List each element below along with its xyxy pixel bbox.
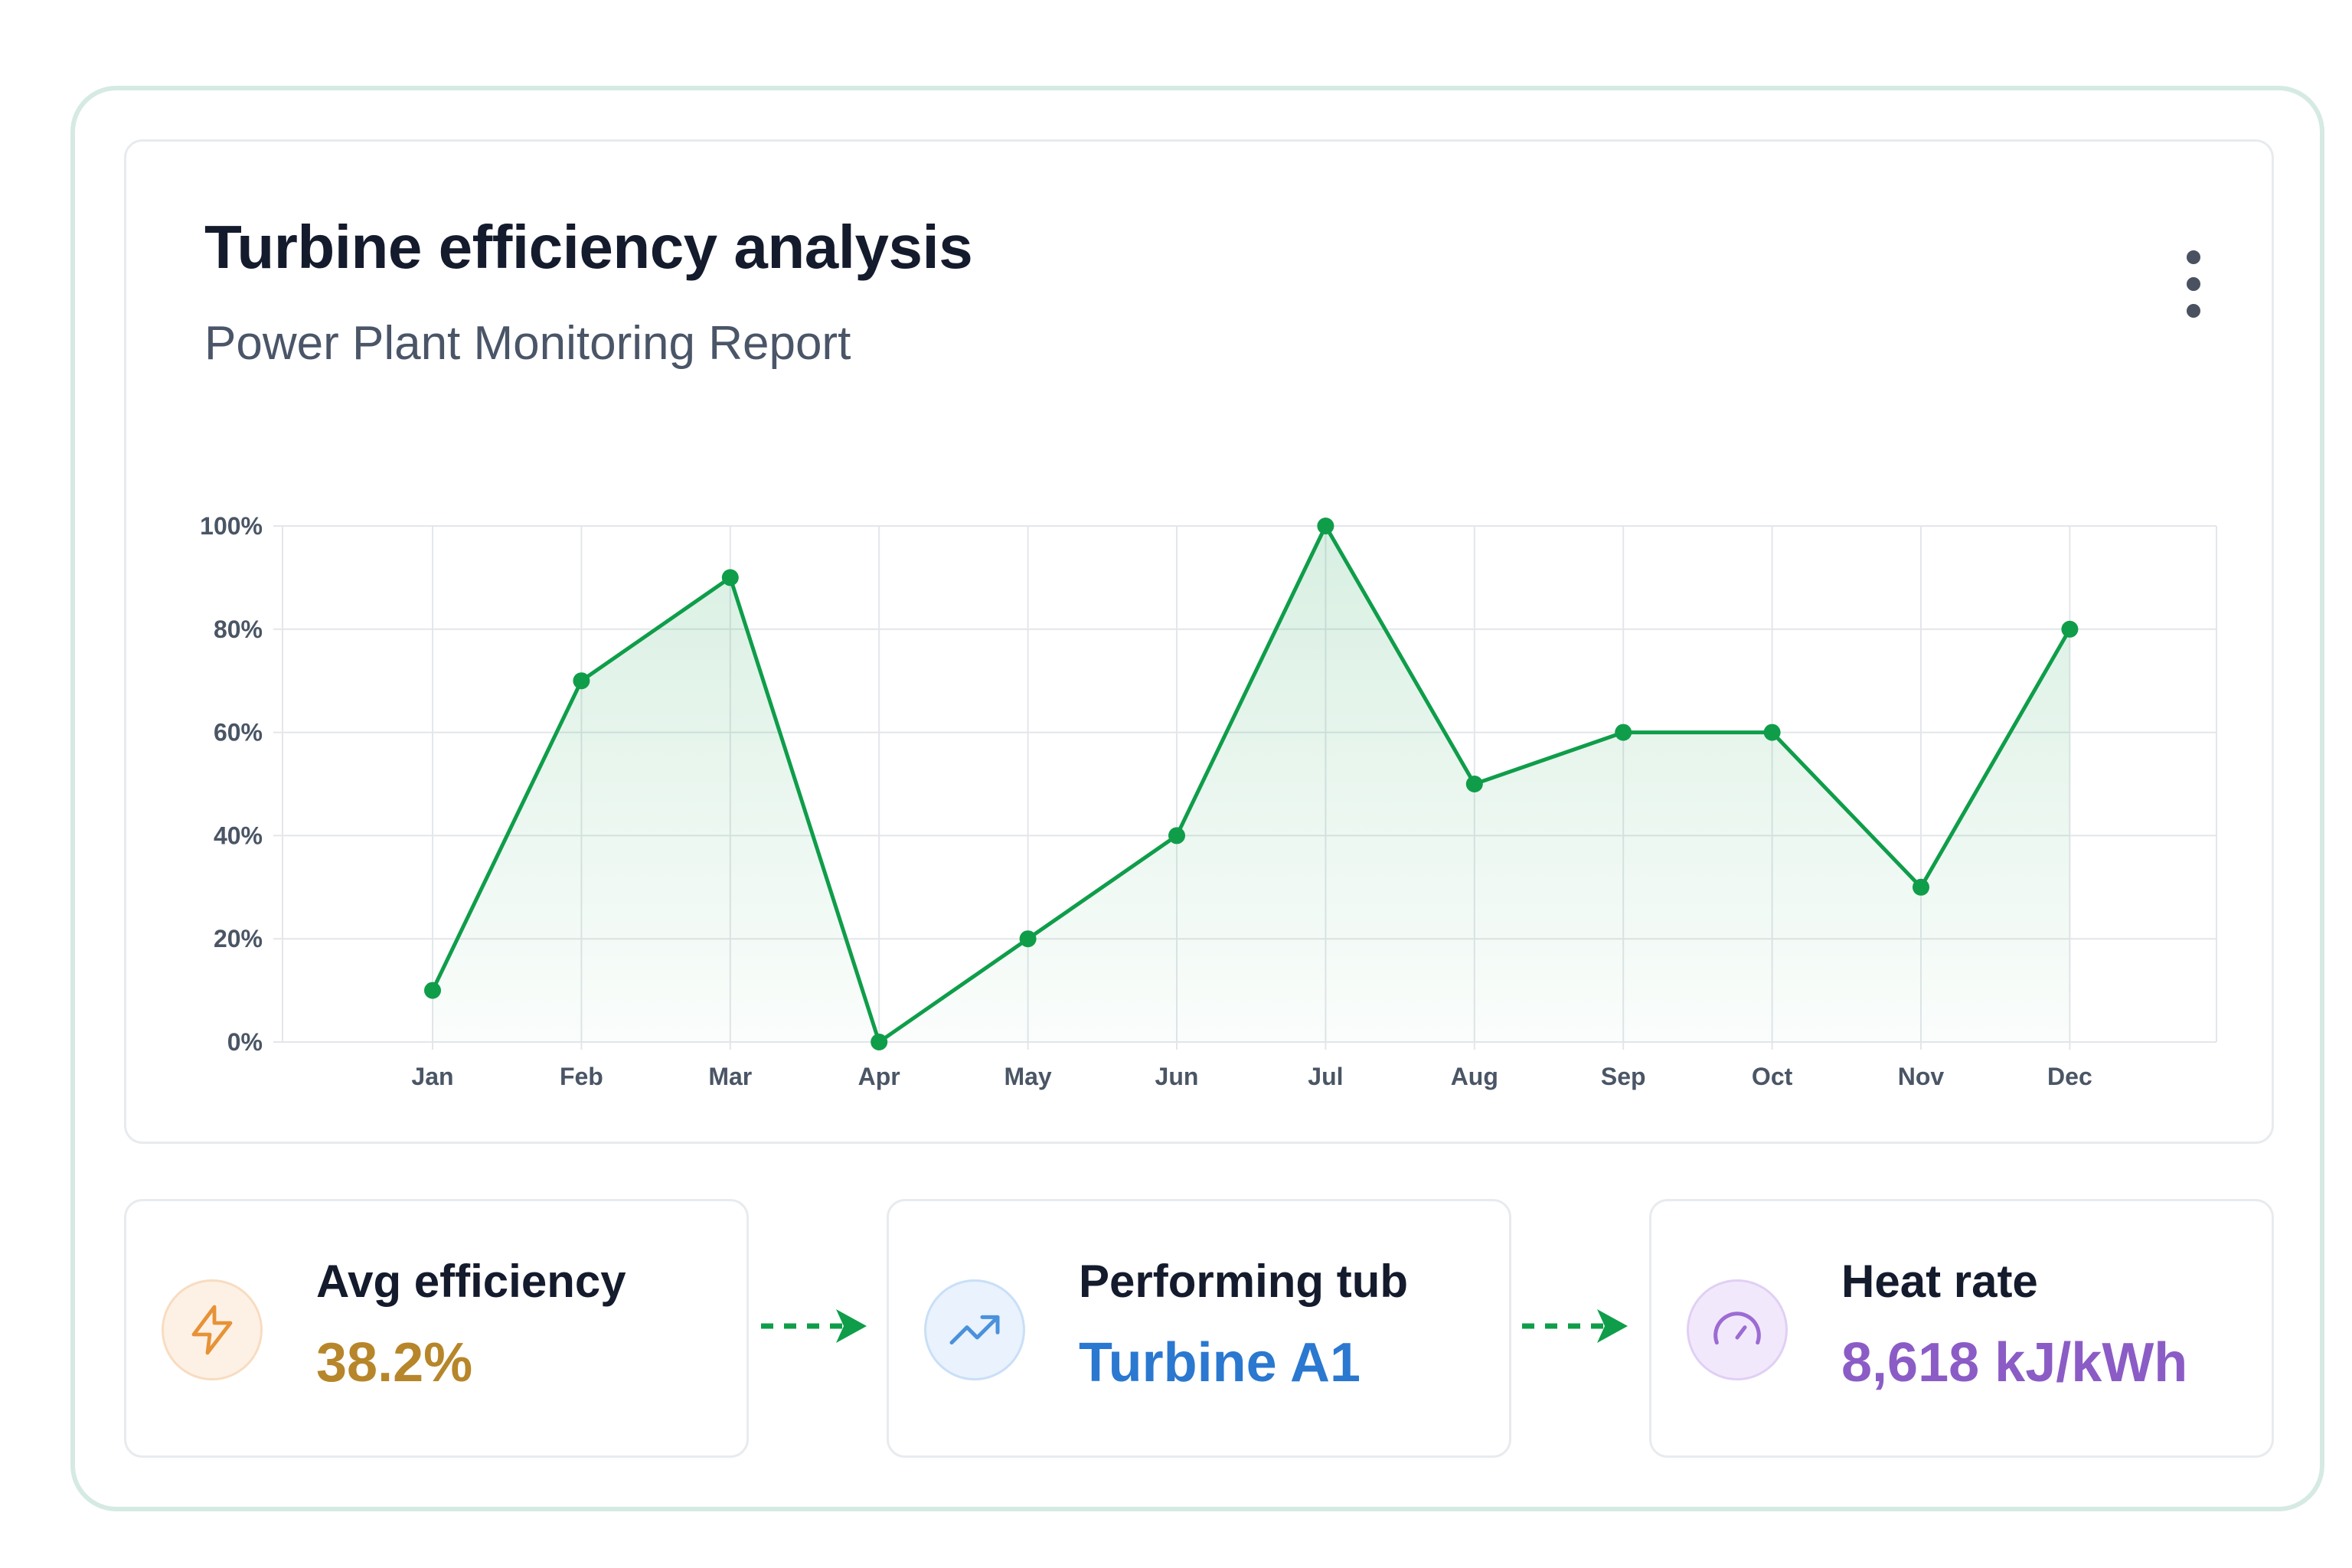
y-tick-label: 0% xyxy=(227,1028,263,1056)
data-point xyxy=(573,672,590,690)
x-tick-label: Mar xyxy=(708,1063,752,1090)
stat-label: Heat rate xyxy=(1841,1256,2038,1307)
data-point xyxy=(1317,518,1334,534)
stat-card-avg-efficiency[interactable]: Avg efficiency 38.2% xyxy=(124,1199,749,1458)
chart-title: Turbine efficiency analysis xyxy=(204,213,973,281)
y-tick-label: 100% xyxy=(200,512,263,540)
chart-card: Turbine efficiency analysis Power Plant … xyxy=(124,139,2274,1144)
trending-up-icon xyxy=(924,1279,1025,1380)
x-tick-label: Nov xyxy=(1898,1063,1945,1090)
y-tick-label: 60% xyxy=(214,719,263,746)
data-point xyxy=(1615,724,1632,741)
stat-value: Turbine A1 xyxy=(1079,1332,1361,1393)
flow-arrow-icon xyxy=(761,1309,867,1343)
data-point xyxy=(1763,724,1781,741)
stat-card-performing-tub[interactable]: Performing tub Turbine A1 xyxy=(887,1199,1511,1458)
gauge-icon xyxy=(1687,1279,1788,1380)
x-tick-label: Sep xyxy=(1601,1063,1646,1090)
efficiency-chart: 0% 20% 40% 60% 80% 100% Jan Feb Mar Apr May Jun Jul A… xyxy=(200,512,2217,1090)
y-tick-label: 20% xyxy=(214,925,263,952)
data-point xyxy=(721,569,739,586)
more-vertical-icon[interactable] xyxy=(2178,250,2209,318)
x-tick-label: Aug xyxy=(1451,1063,1498,1090)
stat-label: Performing tub xyxy=(1079,1256,1408,1307)
x-tick-label: Jul xyxy=(1308,1063,1343,1090)
x-tick-label: Oct xyxy=(1752,1063,1793,1090)
x-tick-label: Feb xyxy=(560,1063,603,1090)
data-point xyxy=(871,1034,888,1050)
x-tick-label: May xyxy=(1004,1063,1051,1090)
series-line xyxy=(430,524,2072,1044)
x-tick-label: Jan xyxy=(411,1063,453,1090)
lightning-icon xyxy=(162,1279,263,1380)
data-point xyxy=(1913,878,1929,896)
stat-label: Avg efficiency xyxy=(316,1256,626,1307)
y-tick-label: 40% xyxy=(214,822,263,849)
x-tick-label: Jun xyxy=(1155,1063,1199,1090)
stat-card-heat-rate[interactable]: Heat rate 8,618 kJ/kWh xyxy=(1649,1199,2274,1458)
data-point xyxy=(2061,620,2079,638)
y-tick-label: 80% xyxy=(214,616,263,643)
data-point xyxy=(424,982,441,999)
data-point xyxy=(1168,827,1185,844)
stat-value: 8,618 kJ/kWh xyxy=(1841,1332,2188,1393)
chart-subtitle: Power Plant Monitoring Report xyxy=(204,317,851,370)
x-tick-label: Apr xyxy=(858,1063,900,1090)
x-tick-label: Dec xyxy=(2047,1063,2092,1090)
stat-value: 38.2% xyxy=(316,1332,473,1393)
flow-arrow-icon xyxy=(1522,1309,1628,1343)
series-area xyxy=(433,526,2070,1042)
data-point xyxy=(1019,930,1037,948)
data-point xyxy=(1465,776,1483,792)
